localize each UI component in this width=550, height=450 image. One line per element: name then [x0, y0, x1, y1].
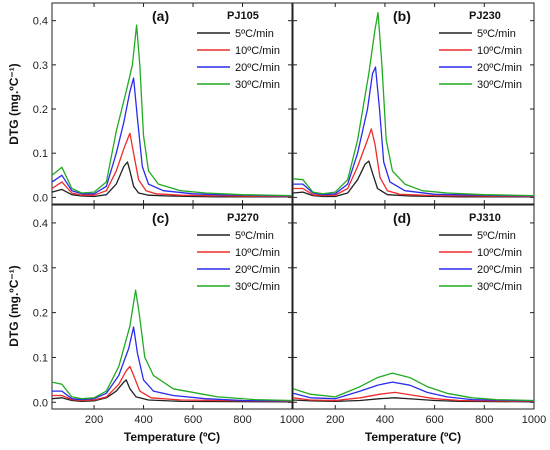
series-line-1: [51, 161, 292, 198]
x-tick-label: 800: [475, 414, 493, 426]
legend-label: 5ºC/min: [235, 230, 274, 242]
plot-frame: [51, 204, 293, 410]
x-tick-label: 400: [134, 414, 152, 426]
plot-frame: [292, 2, 535, 205]
legend-label: 5ºC/min: [477, 28, 516, 40]
legend-label: 30ºC/min: [235, 79, 280, 91]
series-line-2: [52, 365, 293, 403]
panel-label: (b): [393, 8, 411, 24]
series-line-4: [51, 289, 293, 402]
series-line-3: [292, 381, 535, 402]
panel-pj310: 200 400 600 800 1000 (d) PJ310 5ºC/min 10ºC/min 2…: [292, 204, 546, 426]
y-axis-title-bottom: DTG (mg.ºC⁻¹): [7, 265, 21, 346]
sample-name: PJ230: [469, 10, 501, 22]
x-tick-label: 600: [425, 414, 443, 426]
legend-label: 20ºC/min: [235, 264, 280, 276]
sample-name: PJ270: [227, 212, 259, 224]
x-tick-label: 400: [376, 414, 394, 426]
series-line-2: [51, 132, 293, 198]
y-tick-label: 0.2: [33, 308, 48, 320]
y-tick-label: 0.1: [33, 148, 48, 160]
legend-label: 5ºC/min: [235, 28, 274, 40]
legend-label: 5ºC/min: [477, 230, 516, 242]
panel-pj230: (b) PJ230 5ºC/min 10ºC/min 20ºC/min 30ºC/min: [292, 2, 535, 205]
legend-label: 10ºC/min: [235, 247, 280, 259]
legend-label: 20ºC/min: [477, 264, 522, 276]
panel-pj270: 0.0 0.1 0.2 0.3 0.4 200 400 600 800 1000 (c) PJ270 5…: [33, 204, 304, 426]
y-tick-label: 0.0: [33, 397, 48, 409]
y-tick-label: 0.4: [33, 218, 48, 230]
x-tick-label: 1000: [522, 414, 546, 426]
x-tick-label: 600: [184, 414, 202, 426]
series-line-4: [51, 24, 293, 197]
legend-label: 10ºC/min: [235, 45, 280, 57]
legend-label: 10ºC/min: [477, 247, 522, 259]
x-tick-label: 800: [233, 414, 251, 426]
series-line-3: [293, 66, 535, 197]
y-tick-label: 0.2: [33, 104, 48, 116]
y-tick-label: 0.1: [33, 352, 48, 364]
y-tick-label: 0.4: [33, 16, 48, 28]
x-axis-title-left: Temperature (ºC): [124, 430, 220, 444]
panel-label: (a): [152, 8, 169, 24]
y-axis-title-top: DTG (mg.ºC⁻¹): [7, 63, 21, 144]
panel-label: (d): [393, 210, 411, 226]
series-line-1: [292, 160, 534, 198]
legend-label: 20ºC/min: [477, 62, 522, 74]
series-line-2: [292, 391, 535, 403]
series-line-3: [52, 326, 293, 402]
legend-label: 30ºC/min: [477, 281, 522, 293]
sample-name: PJ310: [469, 212, 501, 224]
series-line-4: [292, 12, 535, 197]
series-line-3: [51, 77, 293, 197]
legend-label: 20ºC/min: [235, 62, 280, 74]
series-line-2: [293, 128, 535, 198]
y-tick-label: 0.3: [33, 60, 48, 72]
legend-label: 30ºC/min: [235, 281, 280, 293]
x-tick-label: 1000: [280, 414, 304, 426]
series-line-1: [292, 397, 535, 403]
series-line-4: [292, 372, 535, 402]
y-tick-label: 0.0: [33, 192, 48, 204]
x-tick-label: 200: [326, 414, 344, 426]
y-tick-label: 0.3: [33, 263, 48, 275]
sample-name: PJ105: [227, 10, 259, 22]
panel-label: (c): [152, 210, 169, 226]
x-tick-label: 200: [85, 414, 103, 426]
plot-frame: [51, 2, 293, 205]
panel-pj105: 0.0 0.1 0.2 0.3 0.4 (a) PJ105 5ºC/min 10ºC/min 20…: [33, 2, 293, 205]
legend-label: 10ºC/min: [477, 45, 522, 57]
plot-frame: [292, 204, 535, 410]
x-axis-title-right: Temperature (ºC): [365, 430, 461, 444]
legend-label: 30ºC/min: [477, 79, 522, 91]
series-line-1: [51, 379, 293, 403]
